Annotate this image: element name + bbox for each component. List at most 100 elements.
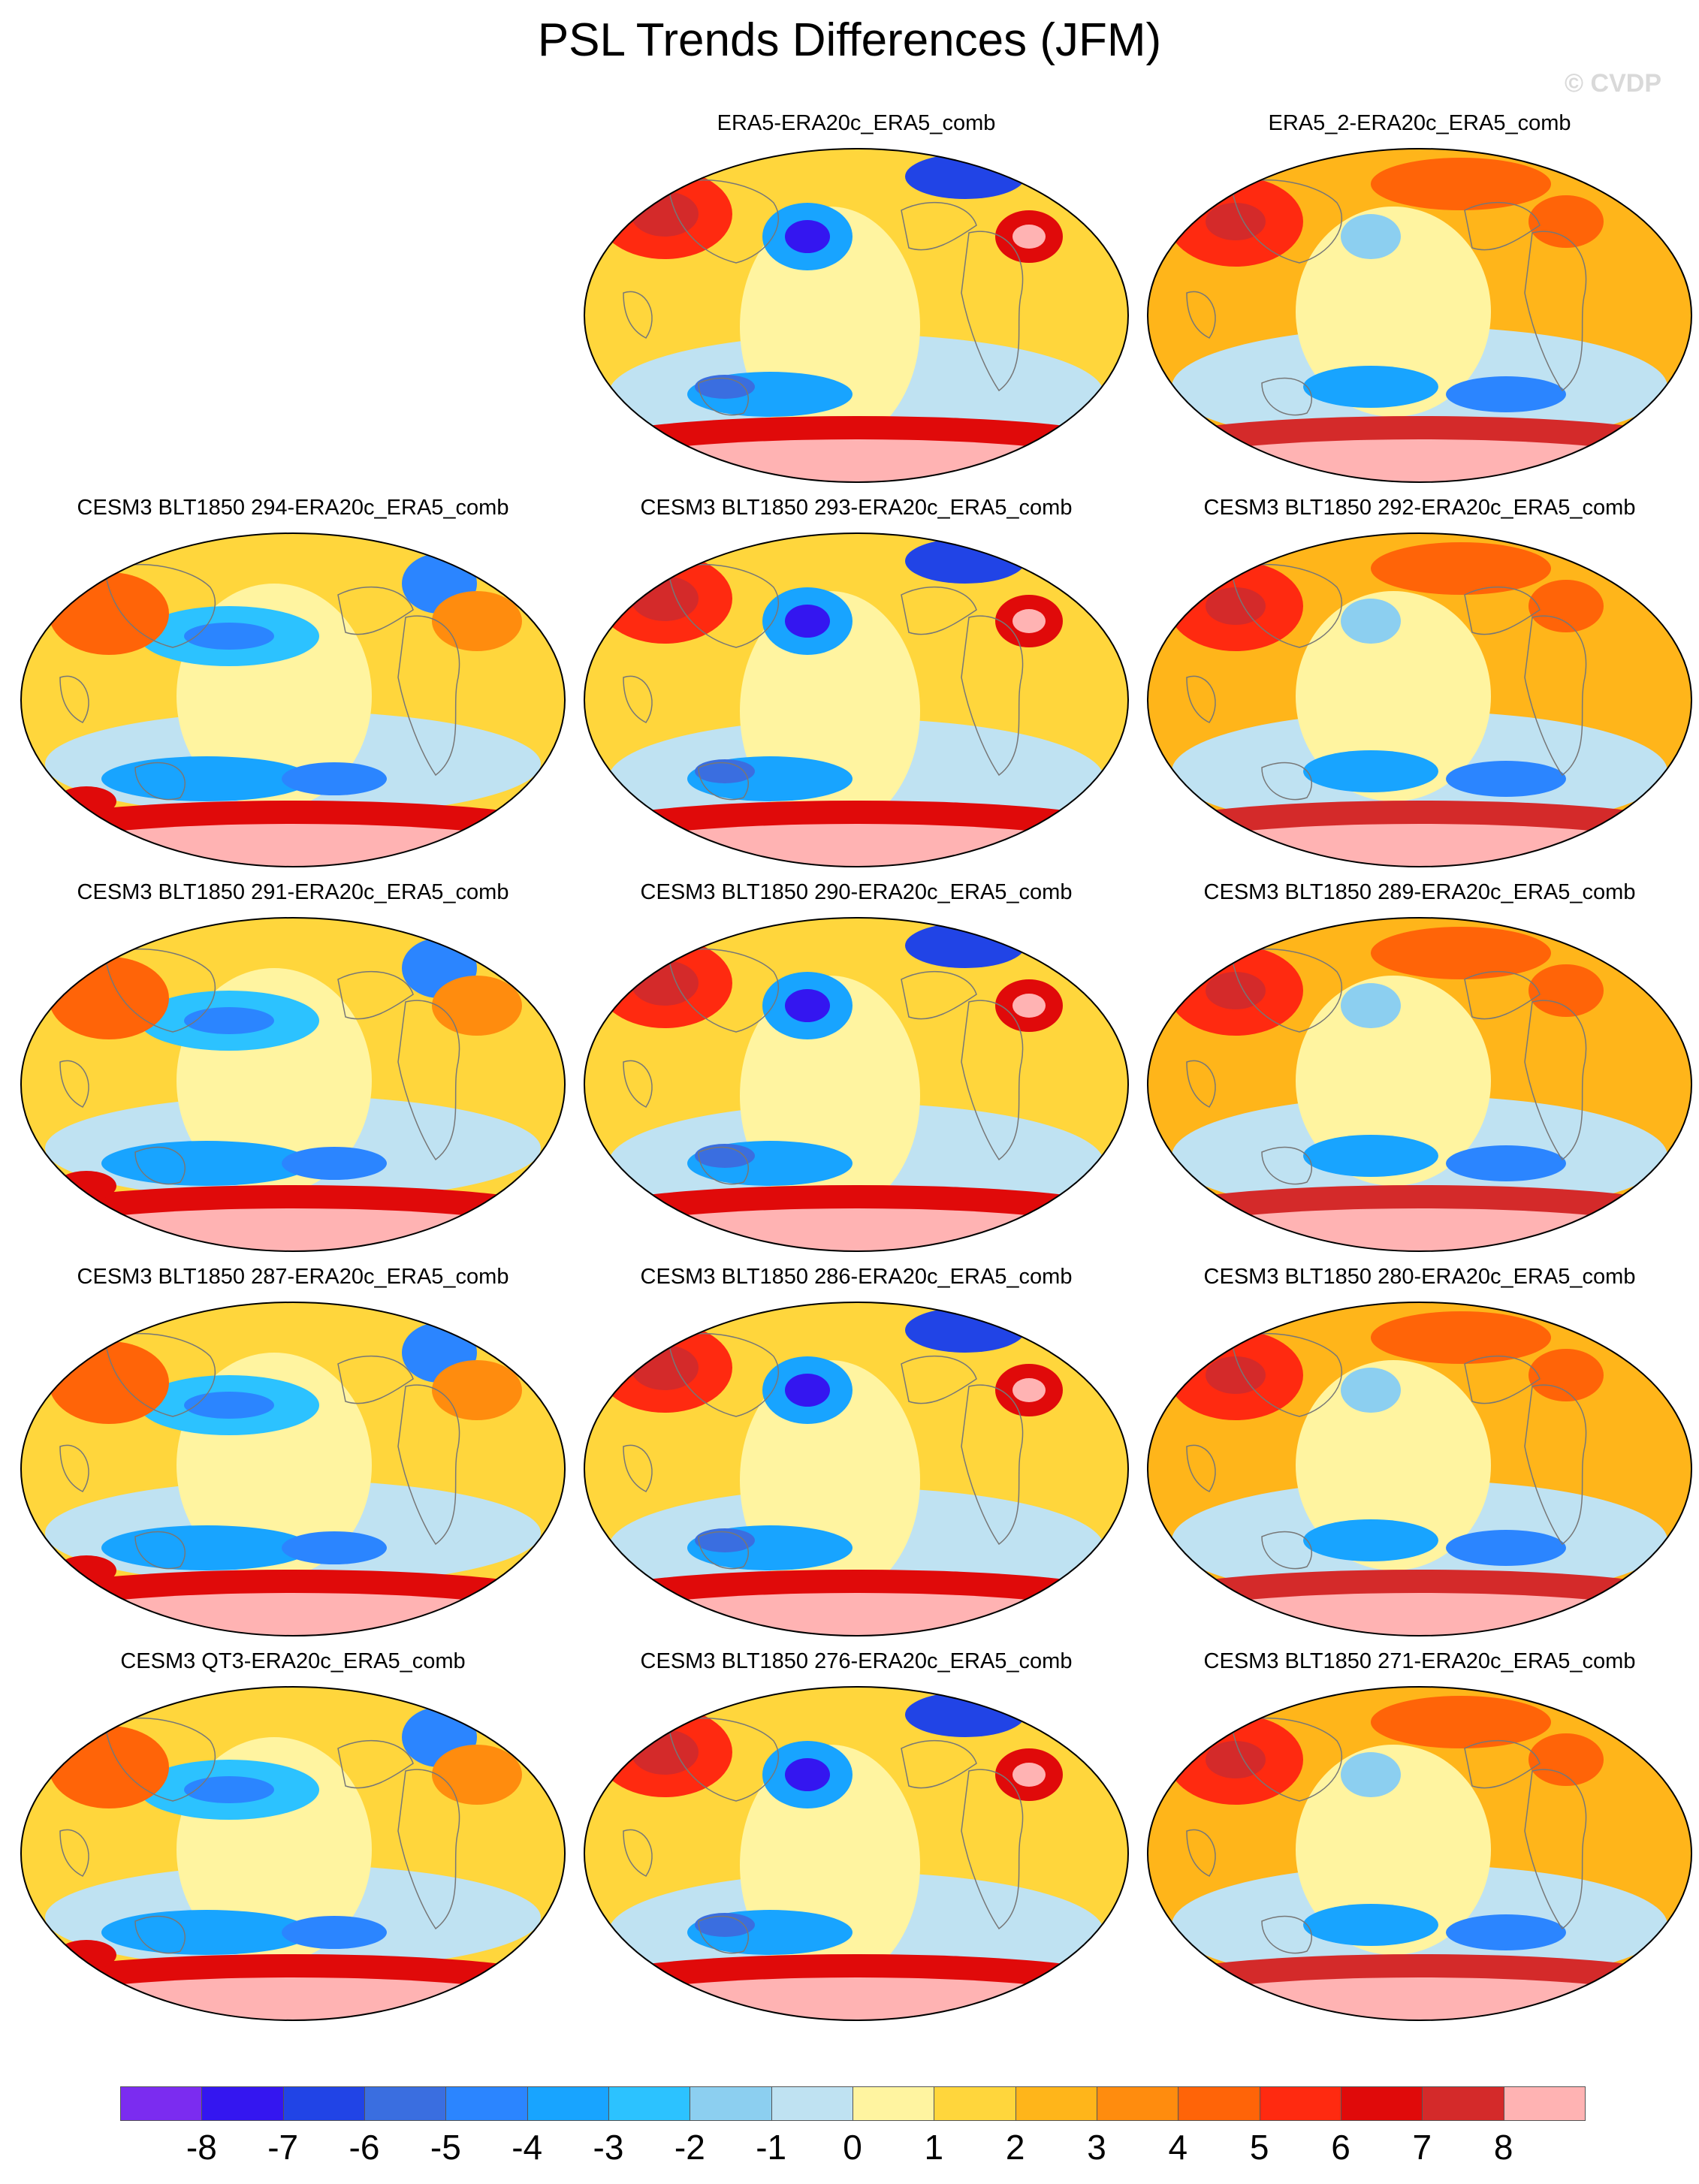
anomaly-contour (1206, 972, 1266, 1009)
anomaly-contour (695, 1144, 755, 1168)
coastline (698, 1146, 749, 1185)
anomaly-contour (1446, 761, 1566, 797)
anomaly-contour (1528, 1733, 1604, 1786)
anomaly-contour (1206, 587, 1266, 625)
colorbar-swatch (282, 2086, 365, 2121)
map-panel: CESM3 BLT1850 276-ERA20c_ERA5_comb (578, 1649, 1134, 2032)
anomaly-contour (785, 989, 830, 1022)
colorbar-tick-label: -8 (186, 2128, 217, 2167)
anomaly-contour (695, 1528, 755, 1552)
world-map-anomaly (584, 1686, 1129, 2021)
anomaly-contour (695, 375, 755, 399)
colorbar-tick-label: 6 (1331, 2128, 1350, 2167)
anomaly-contour (586, 824, 1127, 867)
coastline (623, 1444, 653, 1492)
coastline (901, 1355, 977, 1404)
coastline (1524, 1384, 1587, 1546)
panel-title: CESM3 BLT1850 290-ERA20c_ERA5_comb (640, 880, 1073, 904)
coastline (698, 377, 749, 416)
map-panel: CESM3 BLT1850 292-ERA20c_ERA5_comb (1142, 496, 1697, 879)
coastline (961, 615, 1024, 777)
anomaly-contour (1528, 195, 1604, 248)
coastline (1261, 1146, 1312, 1185)
anomaly-contour (1446, 376, 1566, 412)
anomaly-contour (1149, 824, 1690, 867)
coastline (1186, 1829, 1216, 1877)
map-panel: CESM3 BLT1850 293-ERA20c_ERA5_comb (578, 496, 1134, 879)
anomaly-contour (586, 1208, 1127, 1251)
colorbar-swatch (934, 2086, 1016, 2121)
anomaly-contour (586, 1593, 1127, 1636)
anomaly-contour (1206, 203, 1266, 240)
anomaly-field (21, 533, 565, 867)
coastline (901, 586, 977, 635)
panel-title: CESM3 BLT1850 291-ERA20c_ERA5_comb (77, 880, 509, 904)
colorbar-swatch (1341, 2086, 1423, 2121)
world-map-anomaly (584, 148, 1129, 483)
colorbar-tick-label: -1 (756, 2128, 787, 2167)
world-map-anomaly (1147, 532, 1692, 867)
colorbar-swatch (1422, 2086, 1504, 2121)
colorbar-swatch (364, 2086, 447, 2121)
anomaly-contour (1296, 591, 1491, 801)
panel-title: CESM3 BLT1850 286-ERA20c_ERA5_comb (640, 1265, 1073, 1289)
anomaly-contour (785, 1374, 830, 1407)
coastline (1231, 179, 1342, 264)
world-map-anomaly (20, 1302, 566, 1636)
panel-title: CESM3 BLT1850 280-ERA20c_ERA5_comb (1203, 1265, 1636, 1289)
world-map-anomaly (20, 1686, 566, 2021)
anomaly-contour (1371, 927, 1551, 979)
main-title: PSL Trends Differences (JFM) (537, 14, 1162, 66)
anomaly-contour (1528, 964, 1604, 1017)
anomaly-field (21, 1687, 565, 2020)
anomaly-contour (1303, 1519, 1438, 1561)
anomaly-contour (1206, 1356, 1266, 1394)
colorbar-tick-label: -5 (430, 2128, 461, 2167)
coastline (1186, 1060, 1216, 1108)
anomaly-field (21, 1302, 565, 1636)
colorbar-swatch (690, 2086, 772, 2121)
anomaly-contour (1296, 1360, 1491, 1570)
coastline (1231, 563, 1342, 648)
anomaly-contour (1296, 207, 1491, 417)
panel-title: CESM3 BLT1850 294-ERA20c_ERA5_comb (77, 496, 509, 520)
anomaly-contour (1206, 1741, 1266, 1778)
anomaly-contour (1149, 439, 1690, 482)
anomaly-contour (1303, 750, 1438, 792)
anomaly-contour (695, 1913, 755, 1937)
coastline (134, 1531, 186, 1570)
coastline (1261, 1531, 1312, 1570)
map-border (1147, 917, 1692, 1252)
anomaly-contour (432, 1360, 522, 1420)
map-panel: CESM3 BLT1850 290-ERA20c_ERA5_comb (578, 880, 1134, 1263)
anomaly-contour (49, 1726, 169, 1808)
coastline (668, 1332, 779, 1417)
anomaly-contour (1149, 1593, 1690, 1636)
anomaly-contour (1341, 983, 1401, 1028)
coastline (961, 1769, 1024, 1930)
colorbar-swatch (1503, 2086, 1586, 2121)
coastline (337, 970, 414, 1020)
anomaly-contour (1012, 225, 1046, 249)
anomaly-contour (1528, 580, 1604, 632)
coastline (668, 948, 779, 1033)
world-map-anomaly (584, 532, 1129, 867)
world-map-anomaly (1147, 148, 1692, 483)
panel-title: CESM3 BLT1850 271-ERA20c_ERA5_comb (1203, 1649, 1636, 1673)
anomaly-field (1148, 1302, 1691, 1636)
coastline (104, 948, 216, 1033)
anomaly-field (584, 918, 1128, 1251)
coastline (961, 231, 1024, 392)
coastline (59, 1829, 89, 1877)
world-map-anomaly (584, 1302, 1129, 1636)
anomaly-contour (432, 976, 522, 1036)
colorbar (120, 2086, 1586, 2122)
colorbar-swatch (1097, 2086, 1179, 2121)
anomaly-field (584, 1687, 1128, 2020)
anomaly-contour (184, 1776, 274, 1803)
anomaly-contour (184, 1392, 274, 1419)
map-border (584, 1686, 1129, 2021)
panel-title: CESM3 BLT1850 289-ERA20c_ERA5_comb (1203, 880, 1636, 904)
coastline (59, 675, 89, 723)
coastline (104, 1332, 216, 1417)
